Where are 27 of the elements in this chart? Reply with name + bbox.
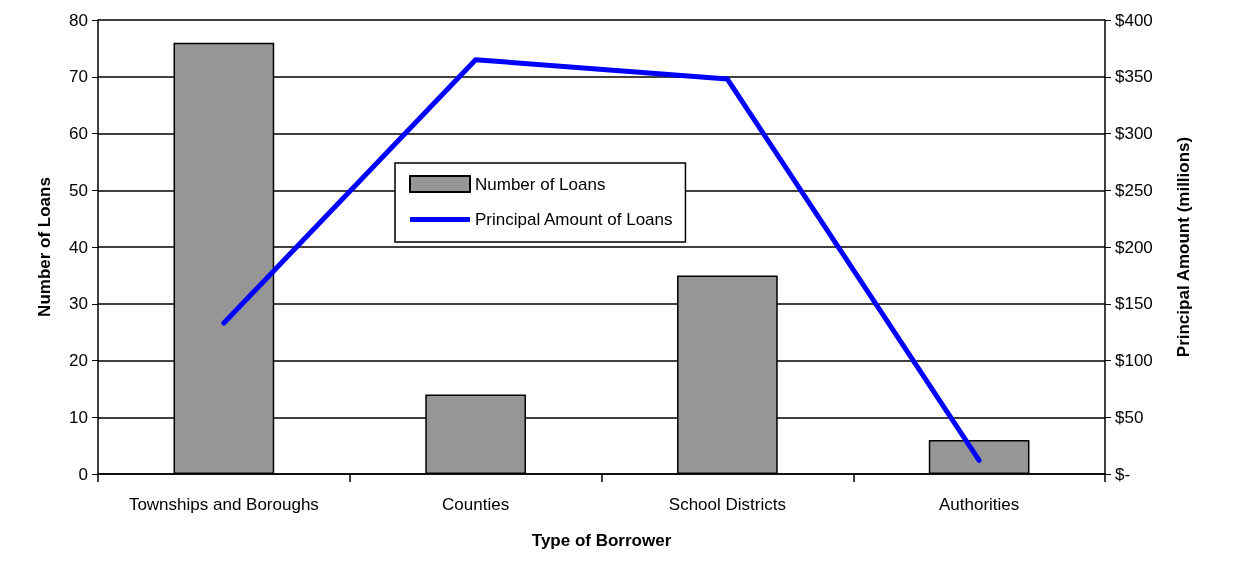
legend-label: Number of Loans [475, 174, 606, 194]
y-tick-label: 40 [69, 237, 88, 257]
y2-tick-label: $200 [1115, 237, 1153, 257]
x-tick-label: Townships and Boroughs [128, 495, 319, 514]
y2-tick-label: $- [1115, 464, 1131, 484]
y2-tick-label: $400 [1115, 10, 1153, 30]
y-tick-label: 20 [69, 351, 88, 370]
y-axis-title: Number of Loans [35, 177, 54, 317]
y-tick-label: 10 [69, 407, 88, 427]
x-tick-label: School Districts [668, 495, 786, 514]
y2-axis-title: Principal Amount (millions) [1174, 136, 1193, 358]
y2-tick-label: $250 [1115, 180, 1153, 200]
y2-tick-label: $150 [1115, 294, 1153, 314]
x-tick-label: Authorities [938, 495, 1020, 514]
legend-label: Principal Amount of Loans [475, 210, 673, 229]
y-tick-label: 0 [78, 464, 88, 484]
x-tick-label: Counties [442, 495, 510, 514]
y2-tick-label: $100 [1115, 351, 1153, 370]
x-axis-title: Type of Borrower [531, 531, 672, 550]
y-tick-label: 30 [69, 294, 88, 314]
y-tick-label: 50 [69, 180, 88, 200]
y2-tick-label: $300 [1115, 124, 1153, 143]
y2-tick-label: $350 [1115, 67, 1153, 87]
y2-tick-label: $50 [1115, 407, 1144, 427]
y-tick-label: 60 [69, 124, 88, 143]
y-tick-label: 80 [69, 10, 88, 30]
y-tick-label: 70 [69, 67, 88, 87]
